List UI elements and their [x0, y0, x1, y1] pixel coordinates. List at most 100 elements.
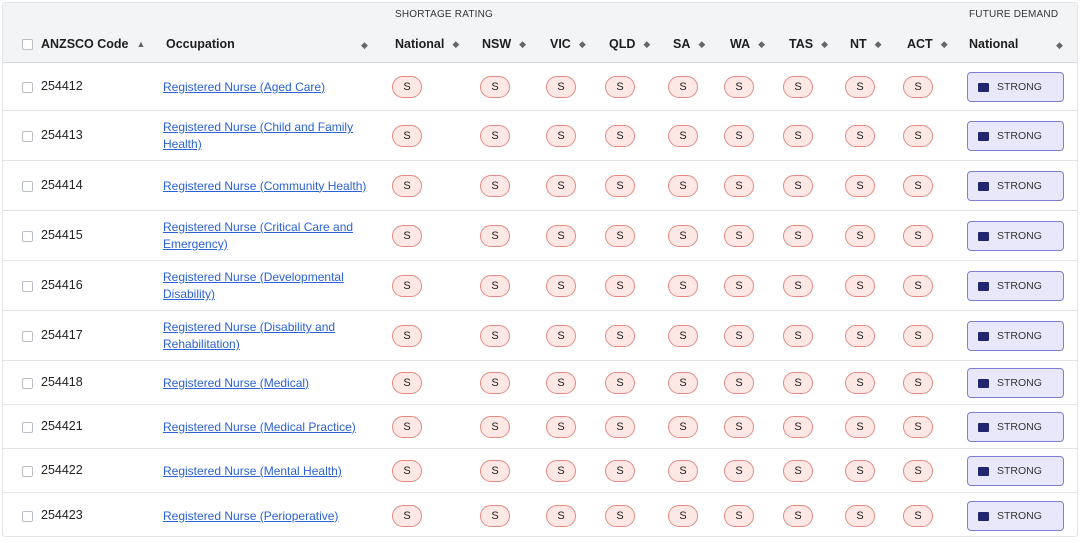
- sort-icon[interactable]: ◆: [940, 38, 948, 49]
- row-checkbox[interactable]: [22, 511, 33, 522]
- header-code[interactable]: ANZSCO Code ▲: [22, 37, 145, 51]
- occupation-link[interactable]: Registered Nurse (Perioperative): [163, 508, 339, 523]
- shortage-rating-badge: S: [480, 416, 510, 438]
- row-checkbox[interactable]: [22, 82, 33, 93]
- header-national[interactable]: National ◆: [395, 37, 459, 51]
- occupation-link[interactable]: Registered Nurse (Community Health): [163, 178, 367, 193]
- table-row: 254416 Registered Nurse (Developmental Di…: [3, 261, 1077, 311]
- header-code-label: ANZSCO Code: [41, 37, 129, 51]
- header-occupation[interactable]: Occupation: [166, 37, 235, 51]
- header-act[interactable]: ACT ◆: [907, 37, 948, 51]
- future-demand-label: STRONG: [997, 421, 1042, 433]
- header-nt[interactable]: NT ◆: [850, 37, 882, 51]
- row-checkbox[interactable]: [22, 331, 33, 342]
- shortage-rating-badge: S: [668, 225, 698, 247]
- row-checkbox[interactable]: [22, 466, 33, 477]
- sort-icon[interactable]: ◆: [643, 38, 651, 49]
- shortage-rating-badge: S: [605, 76, 635, 98]
- shortage-rating-badge: S: [783, 460, 813, 482]
- header-sa-label: SA: [673, 37, 691, 51]
- sort-icon[interactable]: ◆: [361, 40, 368, 50]
- table-row: 254412 Registered Nurse (Aged Care) S S S S S S…: [3, 63, 1077, 111]
- shortage-rating-badge: S: [724, 275, 754, 297]
- row-checkbox[interactable]: [22, 181, 33, 192]
- header-sa[interactable]: SA ◆: [673, 37, 705, 51]
- shortage-rating-badge: S: [845, 225, 875, 247]
- header-qld[interactable]: QLD ◆: [609, 37, 650, 51]
- sort-icon[interactable]: ◆: [1056, 40, 1063, 50]
- occupation-link[interactable]: Registered Nurse (Critical Care and Emer…: [163, 220, 354, 251]
- future-demand-label: STRONG: [997, 230, 1042, 242]
- shortage-rating-badge: S: [724, 175, 754, 197]
- anzsco-code: 254412: [41, 79, 83, 93]
- occupation-link[interactable]: Registered Nurse (Medical): [163, 375, 310, 390]
- shortage-rating-badge: S: [392, 416, 422, 438]
- shortage-rating-badge: S: [480, 372, 510, 394]
- shortage-rating-badge: S: [903, 372, 933, 394]
- sort-icon[interactable]: ◆: [821, 38, 828, 49]
- table-row: 254415 Registered Nurse (Critical Care an…: [3, 211, 1077, 261]
- header-vic[interactable]: VIC ◆: [550, 37, 586, 51]
- shortage-rating-badge: S: [546, 325, 576, 347]
- occupation-link[interactable]: Registered Nurse (Developmental Disabili…: [163, 270, 344, 301]
- shortage-rating-badge: S: [903, 76, 933, 98]
- shortage-rating-badge: S: [546, 125, 576, 147]
- future-demand-badge: STRONG: [967, 321, 1064, 351]
- shortage-rating-badge: S: [783, 225, 813, 247]
- header-nsw[interactable]: NSW ◆: [482, 37, 526, 51]
- row-checkbox[interactable]: [22, 378, 33, 389]
- anzsco-code: 254415: [41, 228, 83, 242]
- shortage-rating-badge: S: [668, 175, 698, 197]
- sort-icon[interactable]: ◆: [698, 38, 706, 49]
- shortage-rating-badge: S: [845, 275, 875, 297]
- anzsco-code: 254422: [41, 463, 83, 477]
- shortage-rating-badge: S: [845, 460, 875, 482]
- header-tas[interactable]: TAS ◆: [789, 37, 828, 51]
- shortage-rating-badge: S: [903, 505, 933, 527]
- header-future-national[interactable]: National: [969, 37, 1018, 51]
- row-checkbox[interactable]: [22, 422, 33, 433]
- shortage-rating-badge: S: [546, 275, 576, 297]
- future-demand-badge: STRONG: [967, 501, 1064, 531]
- future-demand-group-label: FUTURE DEMAND: [969, 9, 1059, 20]
- occupation-link[interactable]: Registered Nurse (Mental Health): [163, 463, 342, 478]
- occupation-link[interactable]: Registered Nurse (Child and Family Healt…: [163, 120, 354, 151]
- sort-icon[interactable]: ◆: [452, 38, 460, 49]
- row-checkbox[interactable]: [22, 281, 33, 292]
- future-demand-badge: STRONG: [967, 221, 1064, 251]
- header-nsw-label: NSW: [482, 37, 512, 51]
- shortage-rating-badge: S: [392, 225, 422, 247]
- sort-icon[interactable]: ◆: [874, 38, 882, 49]
- table-row: 254413 Registered Nurse (Child and Family…: [3, 111, 1077, 161]
- demand-square-icon: [978, 82, 989, 92]
- shortage-rating-badge: S: [546, 505, 576, 527]
- occupation-link[interactable]: Registered Nurse (Medical Practice): [163, 419, 356, 434]
- shortage-rating-badge: S: [845, 505, 875, 527]
- shortage-rating-badge: S: [480, 505, 510, 527]
- row-checkbox[interactable]: [22, 231, 33, 242]
- row-checkbox[interactable]: [22, 131, 33, 142]
- occupation-link[interactable]: Registered Nurse (Disability and Rehabil…: [163, 320, 336, 351]
- shortage-rating-badge: S: [845, 325, 875, 347]
- shortage-rating-badge: S: [845, 125, 875, 147]
- shortage-rating-badge: S: [668, 416, 698, 438]
- sort-icon[interactable]: ◆: [578, 38, 586, 49]
- select-all-checkbox[interactable]: [22, 38, 33, 50]
- header-wa[interactable]: WA ◆: [730, 37, 765, 51]
- shortage-rating-badge: S: [605, 460, 635, 482]
- shortage-rating-badge: S: [724, 372, 754, 394]
- table-row: 254417 Registered Nurse (Disability and R…: [3, 311, 1077, 361]
- header-occupation-label: Occupation: [166, 37, 235, 51]
- header-tas-label: TAS: [789, 37, 814, 51]
- sort-icon[interactable]: ◆: [758, 38, 766, 49]
- shortage-rating-badge: S: [605, 372, 635, 394]
- sort-icon[interactable]: ◆: [519, 38, 527, 49]
- demand-square-icon: [978, 511, 989, 521]
- occupation-link[interactable]: Registered Nurse (Aged Care): [163, 79, 326, 94]
- shortage-rating-badge: S: [845, 76, 875, 98]
- shortage-rating-badge: S: [724, 325, 754, 347]
- shortage-rating-badge: S: [845, 372, 875, 394]
- shortage-rating-badge: S: [480, 76, 510, 98]
- sort-ascending-icon[interactable]: ▲: [136, 38, 146, 49]
- header-act-label: ACT: [907, 37, 933, 51]
